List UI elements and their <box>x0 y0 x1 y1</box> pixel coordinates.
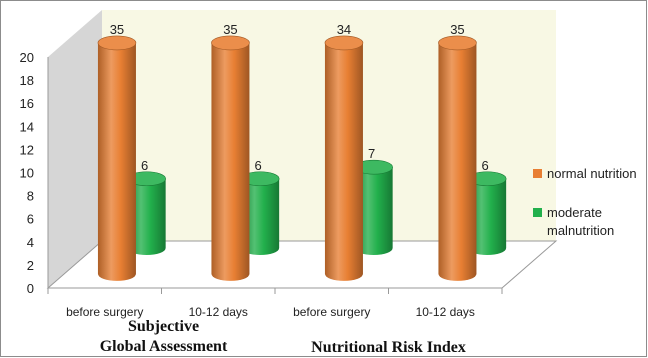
y-tick-label: 20 <box>20 50 34 65</box>
group-label: Nutritional Risk Index <box>311 339 466 356</box>
bar-body <box>324 42 363 281</box>
y-tick-label: 18 <box>20 73 34 88</box>
bar <box>211 35 250 281</box>
x-category-label: before surgery <box>293 305 370 319</box>
chart-side-wall <box>48 10 102 288</box>
data-label: 7 <box>368 146 375 161</box>
legend-label: malnutrition <box>547 223 614 238</box>
y-tick-label: 2 <box>27 258 34 273</box>
data-label: 6 <box>482 158 489 173</box>
data-label: 35 <box>223 22 237 37</box>
bar <box>324 35 364 281</box>
data-label: 6 <box>141 158 148 173</box>
bar-body <box>354 167 393 256</box>
bar-top <box>211 35 250 51</box>
y-tick-label: 6 <box>27 212 34 227</box>
legend-label: normal nutrition <box>547 166 637 181</box>
bar <box>127 171 166 256</box>
data-label: 6 <box>255 158 262 173</box>
group-label: Global Assessment <box>100 338 228 355</box>
chart-floor <box>46 240 558 289</box>
bar-body <box>211 42 250 281</box>
bar <box>97 35 137 281</box>
legend-swatch <box>533 208 542 217</box>
bar <box>467 171 507 256</box>
bar <box>354 159 393 256</box>
bar-body <box>468 178 507 256</box>
data-label: 35 <box>450 22 464 37</box>
bar-top <box>324 35 364 51</box>
y-tick-label: 4 <box>27 235 34 250</box>
bar-body <box>127 178 166 256</box>
y-tick-label: 8 <box>27 189 34 204</box>
x-category-label: before surgery <box>66 305 143 319</box>
data-label: 35 <box>110 22 124 37</box>
y-tick-label: 16 <box>20 96 34 111</box>
y-tick-label: 12 <box>20 142 34 157</box>
bar-top <box>97 35 137 51</box>
bar-top <box>438 35 477 51</box>
x-category-label: 10-12 days <box>416 305 475 319</box>
x-category-label: 10-12 days <box>189 305 248 319</box>
legend-label: moderate <box>547 205 602 220</box>
y-tick-label: 10 <box>20 166 34 181</box>
bar <box>438 35 477 281</box>
y-tick-label: 0 <box>27 281 34 296</box>
group-label: Subjective <box>128 318 199 335</box>
bar-body <box>97 42 136 281</box>
y-tick-label: 14 <box>20 119 34 134</box>
bar-body <box>438 42 477 281</box>
data-label: 34 <box>337 22 351 37</box>
legend-swatch <box>533 169 542 178</box>
bar-body <box>241 178 280 256</box>
